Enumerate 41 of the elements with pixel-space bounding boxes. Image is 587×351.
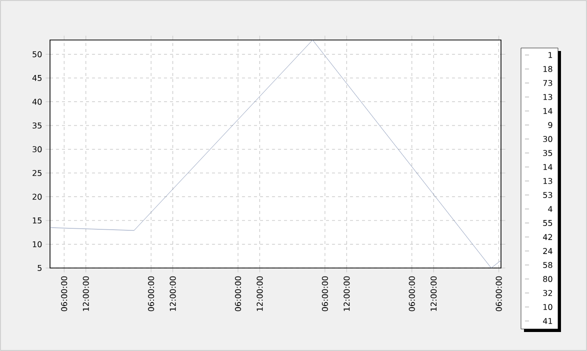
text: 10 [543,304,552,310]
y-tick-label: 50 [32,51,42,58]
y-tick-label: 5 [38,265,42,271]
y-tick-label: 40 [32,98,42,105]
x-tick-label: 06:00:00 [148,276,154,312]
x-tick-label: 06:00:00 [496,276,502,312]
text: 53 [543,192,552,198]
x-tick-label: 06:00:00 [322,276,328,312]
y-tick-label: 35 [32,122,42,129]
x-tick-label: 12:00:00 [256,276,263,311]
text: 1 [548,52,552,58]
y-tick-label: 10 [32,241,42,248]
y-tick-label: 25 [32,170,42,176]
text: 80 [543,276,552,282]
x-tick-label: 06:00:00 [408,276,415,312]
text: 14 [543,108,552,114]
text: 14 [543,164,552,170]
text: 9 [548,122,552,128]
text: 58 [543,262,552,268]
text: 4 [548,206,552,212]
text: 30 [543,136,552,142]
x-tick-label: 12:00:00 [82,276,89,311]
x-tick-label: 12:00:00 [430,276,437,311]
y-tick-label: 15 [32,218,42,224]
text: 35 [543,150,552,156]
y-tick-label: 30 [32,146,42,152]
text: 13 [543,94,552,100]
text: 24 [543,248,552,254]
y-tick-label: 45 [32,75,42,81]
text: 32 [543,290,552,296]
x-tick-label: 12:00:00 [344,276,350,311]
x-tick-label: 06:00:00 [61,276,68,312]
x-tick-label: 12:00:00 [170,276,176,311]
text: 42 [543,234,552,240]
text: 18 [543,66,552,72]
text: 73 [543,80,552,86]
text: 41 [543,318,552,324]
y-tick-label: 20 [32,194,42,200]
text: 13 [543,178,552,184]
x-tick-label: 06:00:00 [234,276,242,312]
text: 55 [543,220,552,226]
